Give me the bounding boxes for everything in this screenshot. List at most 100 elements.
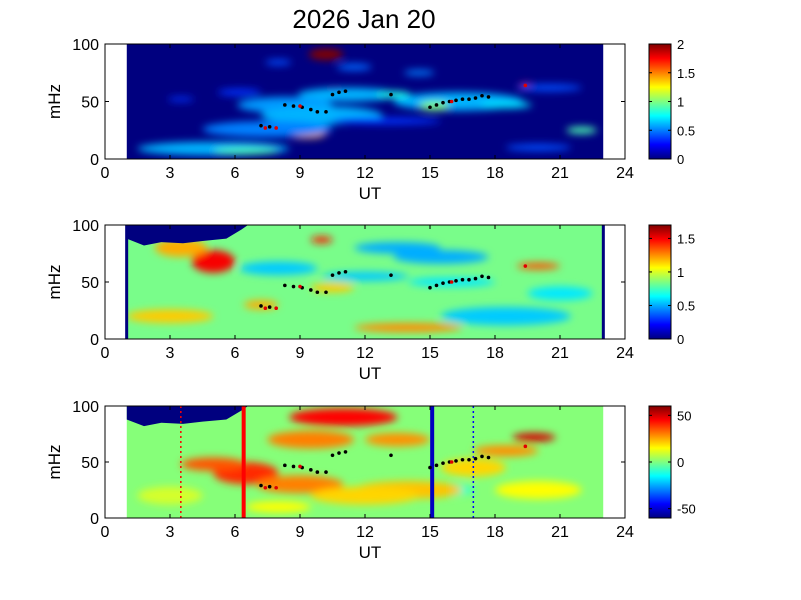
- colorbar-gradient: [648, 43, 672, 160]
- heatmap-blob: [516, 262, 560, 270]
- x-tick-label: 21: [551, 345, 569, 362]
- heatmap-blob: [265, 59, 292, 66]
- detected-point: [267, 484, 272, 489]
- detected-point: [337, 90, 341, 95]
- x-tick-label: 24: [616, 165, 634, 182]
- y-axis-label: mHz: [45, 265, 64, 300]
- detected-point: [330, 453, 335, 458]
- heatmap-blob: [167, 96, 194, 102]
- x-axis-label: UT: [359, 543, 382, 562]
- detected-point-red: [523, 444, 528, 449]
- detected-point: [259, 123, 263, 128]
- heatmap-image: [126, 225, 604, 339]
- detected-point: [259, 304, 263, 308]
- x-tick-label: 9: [296, 165, 305, 182]
- figure-title: 2026 Jan 20: [292, 4, 435, 34]
- heatmap-blob: [256, 475, 344, 494]
- detected-point-red: [263, 485, 268, 490]
- x-tick-label: 6: [231, 345, 240, 362]
- y-tick-label: 0: [90, 152, 99, 169]
- heatmap-blob: [404, 69, 435, 76]
- detected-point: [291, 104, 296, 108]
- x-tick-label: 12: [356, 165, 374, 182]
- detected-point: [441, 100, 445, 105]
- x-tick-label: 6: [231, 165, 240, 182]
- heatmap-blob: [566, 126, 597, 134]
- x-tick-label: 3: [166, 345, 175, 362]
- colorbar-tick-label: 0: [677, 455, 684, 470]
- x-tick-label: 9: [296, 524, 305, 541]
- detected-point: [486, 95, 491, 99]
- detected-point: [291, 464, 296, 469]
- detected-point: [434, 103, 439, 107]
- detected-point-red: [274, 485, 278, 490]
- x-tick-label: 15: [421, 524, 439, 541]
- heatmap-blob: [310, 486, 420, 505]
- colorbar-tick-label: 1: [677, 95, 684, 110]
- detected-point: [291, 284, 296, 289]
- heatmap-blob: [365, 432, 430, 447]
- colorbar: 0 0.5 1 1.5 2: [648, 37, 695, 167]
- y-tick-label: 50: [81, 455, 99, 472]
- detected-point-red: [274, 126, 278, 130]
- detected-point: [324, 110, 328, 114]
- x-tick-label: 24: [616, 345, 634, 362]
- colorbar-gradient: [648, 405, 672, 519]
- detected-point: [337, 451, 341, 455]
- heatmap-blob: [202, 121, 333, 138]
- x-axis-label: UT: [359, 184, 382, 203]
- heatmap-blob: [297, 87, 398, 102]
- masked-region: [126, 225, 248, 246]
- detected-point-red: [523, 83, 528, 88]
- x-tick-label: 0: [101, 165, 110, 182]
- detected-point: [460, 97, 465, 101]
- detected-point: [428, 285, 432, 290]
- detected-point-red: [298, 104, 302, 108]
- x-tick-label: 18: [486, 165, 504, 182]
- colorbar-tick-label: 0: [677, 332, 684, 347]
- panel-bottom: 0 3 6 9 12 15 18 21 24 0 50 100 UT mHz -50 0 50: [45, 399, 696, 562]
- detected-point: [454, 459, 458, 463]
- heatmap-blob: [332, 117, 441, 125]
- detected-point: [309, 468, 313, 472]
- detected-point: [315, 470, 320, 474]
- detected-point: [267, 305, 272, 309]
- heatmap-blob: [440, 307, 571, 326]
- detected-point: [460, 277, 465, 282]
- heatmap-base: [126, 44, 604, 159]
- x-tick-label: 0: [101, 345, 110, 362]
- detected-point-red: [298, 284, 302, 289]
- panel-top: 0 3 6 9 12 15 18 21 24 0 50 100 UT mHz 0 0.5 1 1.5 2: [45, 37, 695, 203]
- heatmap-blob: [354, 242, 441, 254]
- detected-point: [434, 283, 439, 288]
- heatmap-image: [126, 44, 604, 159]
- heatmap-blob: [137, 486, 203, 505]
- x-tick-label: 0: [101, 524, 110, 541]
- heatmap-blob: [479, 101, 532, 109]
- colorbar-tick-label: 2: [677, 37, 684, 52]
- y-axis-label: mHz: [45, 445, 64, 480]
- detected-point: [441, 461, 445, 465]
- colorbar-tick-label: 1: [677, 265, 684, 280]
- detected-point: [428, 465, 432, 470]
- detected-point: [324, 290, 328, 295]
- heatmap-blob: [217, 88, 261, 96]
- heatmap-blob: [354, 323, 463, 333]
- x-axis-label: UT: [359, 364, 382, 383]
- detected-point-red: [523, 264, 528, 268]
- x-tick-label: 18: [486, 345, 504, 362]
- detected-point: [467, 277, 471, 282]
- heatmap-blob: [516, 84, 582, 92]
- detected-point: [486, 455, 491, 460]
- detected-point: [467, 457, 471, 462]
- detected-point: [309, 107, 313, 112]
- heatmap-blob: [375, 91, 411, 99]
- detected-point: [337, 271, 341, 275]
- detected-point: [315, 110, 320, 114]
- y-axis-label: mHz: [45, 84, 64, 119]
- colorbar-tick-label: 0.5: [677, 123, 695, 138]
- detected-point: [389, 273, 393, 277]
- panel-middle: 0 3 6 9 12 15 18 21 24 0 50 100 UT mHz 0 0.5 1 1.5: [45, 218, 695, 383]
- colorbar: -50 0 50: [648, 405, 696, 519]
